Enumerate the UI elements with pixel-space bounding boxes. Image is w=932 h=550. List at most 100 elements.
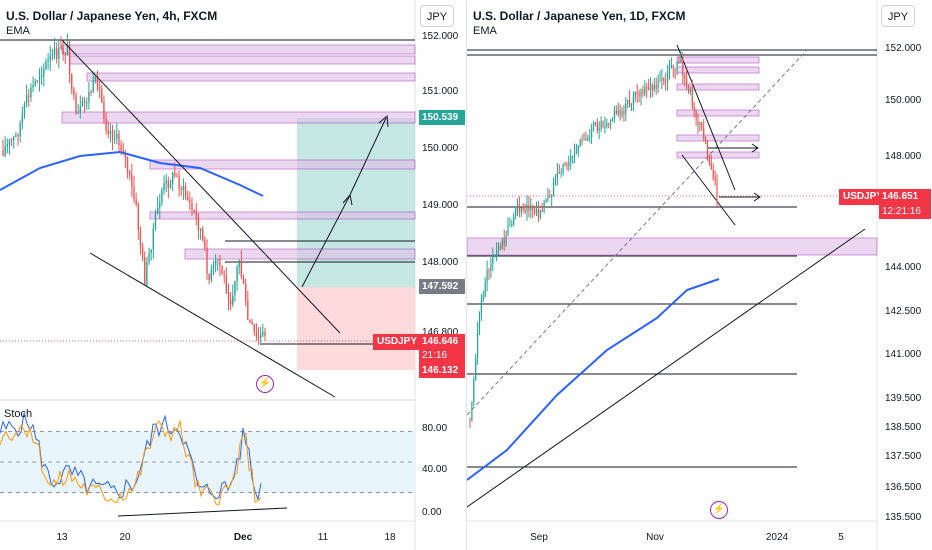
right-candle [579,140,581,146]
right-candle [699,122,701,126]
left-candle [109,130,112,135]
purple-zone [86,72,416,82]
right-candle [511,224,513,226]
projection-path [348,117,387,198]
left-candle [260,334,262,339]
left-candle [186,196,189,201]
right-candle [617,110,619,115]
arrowhead-icon [753,192,761,202]
left-candle [154,213,157,229]
stop-zone-box [297,287,415,370]
right-candle [520,207,522,213]
right-candle [572,155,574,157]
left-candle [107,130,109,135]
left-candle [197,217,200,231]
left-candle [13,136,15,141]
right-chart-pane[interactable]: 152.000 150.000 148.000 144.000 142.500 141.0… [466,0,932,550]
left-candle [191,202,193,210]
left-candle [116,133,118,139]
left-currency-button[interactable]: JPY [420,5,454,27]
left-candle [68,44,71,75]
left-candle [244,283,247,301]
left-chart-pane[interactable]: 152.000151.000150.000149.000148.000147.4… [0,0,466,550]
left-chart-canvas[interactable]: 152.000151.000150.000149.000148.000147.4… [0,0,466,550]
stoch-k-line [0,412,262,502]
right-candle [716,181,718,198]
left-candle [264,331,266,336]
right-candle [587,138,589,141]
left-candle [98,86,101,89]
right-candle [659,80,661,82]
left-candle [62,48,64,54]
left-candle [214,260,217,266]
right-candle [682,59,684,76]
right-candle [621,111,623,116]
left-candle [34,80,36,86]
right-lightning-icon[interactable]: ⚡ [710,501,728,519]
left-y-tick: 148.000 [422,257,459,268]
left-candle [4,146,6,156]
right-candle [610,120,612,124]
right-candle [627,99,629,104]
left-candle [21,114,24,123]
right-candle [680,59,682,63]
right-candle [543,202,545,212]
right-chart-canvas[interactable]: 152.000 150.000 148.000 144.000 142.500 141.0… [467,0,932,550]
purple-zone [149,159,416,170]
right-candle [598,128,600,131]
right-candle [653,84,655,90]
left-candle [94,76,97,81]
right-candle [505,234,507,246]
left-candle [118,133,120,146]
stoch-legend[interactable]: Stoch [4,408,33,420]
right-candle [482,296,484,300]
right-y-tick: 141.000 [885,349,922,360]
stop-price-tag: 146.132 [419,363,465,378]
right-candle [686,78,688,86]
left-candle [195,212,197,218]
left-candle [146,261,148,285]
right-candle [573,152,576,156]
right-ema-legend[interactable]: EMA [473,25,497,37]
right-candle [556,172,558,178]
left-candle [176,175,178,177]
right-candle [486,270,488,283]
right-candle [480,299,482,314]
left-candle [236,267,238,281]
right-candle [558,172,560,174]
left-candle [159,202,161,208]
right-candle [625,103,627,114]
left-candle [225,276,228,293]
right-candle [515,207,517,217]
left-candle [66,44,69,56]
left-candle [96,76,99,87]
right-x-tick: Sep [530,532,548,543]
left-ema-legend[interactable]: EMA [6,25,30,37]
right-candle [600,121,602,129]
right-candle [526,204,528,212]
left-candle [178,176,180,189]
right-candle [678,61,680,63]
right-candle [568,161,570,166]
left-candle [163,182,165,190]
purple-zone [61,44,416,55]
right-candle [629,99,631,107]
left-x-tick: 13 [56,532,68,543]
right-y-tick: 150.000 [885,95,922,106]
left-candle [202,228,204,240]
left-candle [10,140,13,142]
lightning-icon[interactable]: ⚡ [256,375,274,393]
right-candle [649,84,652,91]
right-currency-button[interactable]: JPY [881,5,915,27]
left-candle [152,228,155,250]
right-candle [695,111,697,120]
current-price-tag: 146.646 [419,334,465,349]
right-candle [691,89,693,107]
stoch-y-tick: 40.00 [422,464,447,475]
right-candle [714,177,716,182]
left-y-tick: 152.000 [422,31,459,42]
left-candle [30,87,32,97]
left-chart-title: U.S. Dollar / Japanese Yen, 4h, FXCM [6,9,218,23]
left-candle [174,172,176,176]
purple-zone [184,248,416,260]
